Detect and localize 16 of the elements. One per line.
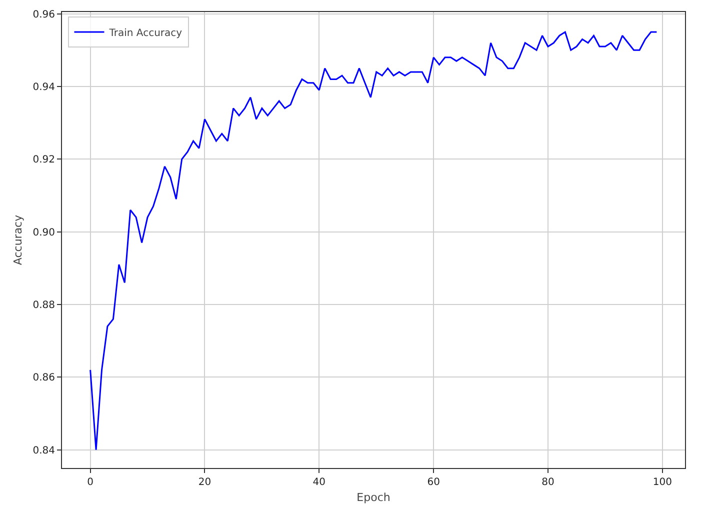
y-axis-title: Accuracy xyxy=(11,214,24,266)
x-tick-label: 100 xyxy=(652,477,672,488)
x-tick-label: 20 xyxy=(198,477,212,488)
y-tick-label: 0.88 xyxy=(32,300,55,311)
x-tick-label: 80 xyxy=(542,477,554,488)
legend-label: Train Accuracy xyxy=(108,28,182,39)
x-tick-label: 0 xyxy=(87,477,94,488)
x-tick-label: 60 xyxy=(427,477,440,488)
x-tick-label: 40 xyxy=(312,477,326,488)
y-tick-label: 0.90 xyxy=(32,227,55,238)
y-tick-label: 0.94 xyxy=(32,82,55,93)
y-tick-label: 0.84 xyxy=(32,445,55,456)
y-tick-label: 0.92 xyxy=(32,154,55,166)
x-axis-title: Epoch xyxy=(356,491,390,504)
y-tick-label: 0.96 xyxy=(32,9,55,20)
y-tick-label: 0.86 xyxy=(32,372,55,384)
